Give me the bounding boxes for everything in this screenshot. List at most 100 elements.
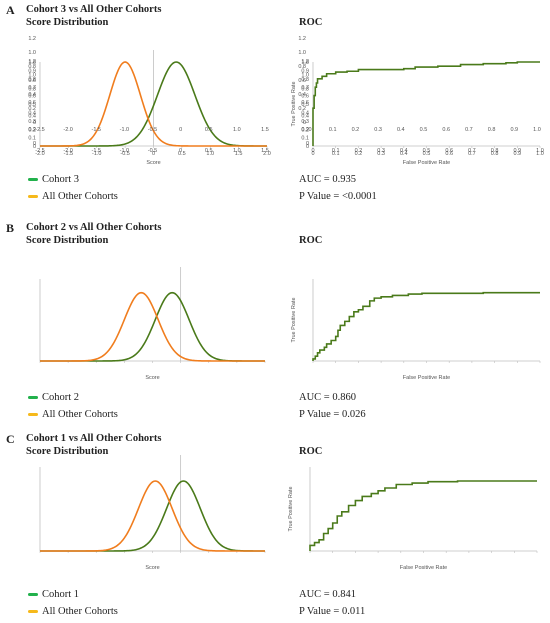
panel-a-roc-y-tick-label: 0.6 [301,94,309,100]
panel-c-dist-y-tick-label: 0.4 [28,92,36,98]
panel-c-roc-x-tick-label: 0.7 [465,127,473,133]
panel-a-auc: AUC = 0.935 [299,174,356,185]
panel-b-dist-y-tick-label: 1.0 [28,73,36,79]
panel-c-roc-x-tick-label: 0.2 [352,127,360,133]
panel-a-roc-x-tick-label: 0.1 [332,151,340,157]
panel-b-dist-axes [39,267,266,363]
panel-b-legend-other-cohorts-label: All Other Cohorts [42,409,118,420]
panel-c-roc-y-tick-label: 1.2 [298,36,306,42]
panel-c-roc-y-tick-label: 0.2 [298,106,306,112]
panel-a-dist-x-tick-label: 1.5 [235,151,243,157]
panel-b-roc-x-tick-label: 0.7 [468,148,476,154]
panel-a-roc-x-tick-label: 0.8 [491,151,499,157]
panel-a-roc-x-tick-label: 0.4 [400,151,408,157]
panel-c-roc-axes [309,467,538,553]
panel-a-roc-ylabel: True Positive Rate [291,81,297,126]
panel-a-roc-title: ROC [299,17,322,28]
panel-b-roc-axes [312,279,541,363]
panel-c-dist-x-tick-label: 0 [179,127,182,133]
panel-c-dist-axes [39,455,266,553]
panel-a-dist-y-tick-label: 0 [33,144,36,150]
panel-c-dist-y-tick-label: 0.2 [28,106,36,112]
panel-a-dist-y-tick-label: 0.8 [28,77,36,83]
panel-a-roc-curve [312,61,540,146]
panel-c-roc-x-tick-label: 0.8 [488,127,496,133]
panel-c-roc-x-tick-label: 0.9 [510,127,518,133]
panel-c: C Cohort 1 vs All Other Cohorts Score Dist… [6,432,538,617]
panel-a-dist-x-tick-label: 0.5 [178,151,186,157]
panel-c-roc-x-tick-label: 0.4 [397,127,405,133]
panel-a-dist-y-tick-label: 0.9 [28,68,36,74]
panel-b: B Cohort 2 vs All Other Cohorts Score Dist… [6,221,541,420]
panel-b-roc-y-tick-label: 0.8 [301,86,309,92]
panel-c-roc-x-tick-label: 0.6 [442,127,450,133]
panel-c-subtitle: Score Distribution [26,446,109,457]
panel-c-dist-y-tick-label: 0 [33,120,36,126]
panel-c-legend-cohort-swatch [28,593,38,596]
panel-a-roc-x-tick-label: 0.3 [377,151,385,157]
panel-b-dist-xlabel: Score [145,375,159,381]
panel-b-roc-x-tick-label: 0.2 [355,148,363,154]
panel-c-title: Cohort 1 vs All Other Cohorts [26,433,161,444]
panel-a-dist-xlabel: Score [146,160,160,166]
panel-a-legend-cohort-label: Cohort 3 [42,174,79,185]
panel-b-roc-x-tick-label: 1.0 [536,148,544,154]
panel-b-legend-cohort-label: Cohort 2 [42,392,79,403]
panel-a-dist-x-tick-label: -1.0 [92,151,101,157]
panel-a-roc-x-tick-label: 0.7 [468,151,476,157]
panel-c-dist-xlabel: Score [145,565,159,571]
panel-b-roc-y-tick-label: 1.0 [301,73,309,79]
panel-b-auc: AUC = 0.860 [299,392,356,403]
panel-a-dist-x-tick-label: -2.0 [35,151,44,157]
panel-b-legend-cohort-swatch [28,396,38,399]
panel-a-roc-x-tick-label: 0.6 [445,151,453,157]
panel-a-letter: A [6,3,15,17]
panel-b-roc-x-tick-label: 0.6 [445,148,453,154]
panel-c-dist-x-tick-label: -2.0 [63,127,72,133]
panel-b-roc-ylabel: True Positive Rate [291,297,297,342]
panel-c-roc-xlabel: False Positive Rate [400,565,447,571]
panel-b-roc-x-tick-label: 0.9 [513,148,521,154]
panel-b-roc-y-tick-label: 1.2 [301,59,309,65]
panel-a-dist-y-tick-label: 0.5 [28,102,36,108]
panel-a-roc-y-tick-label: 0.5 [301,102,309,108]
panel-c-roc-y-tick-label: 1.0 [298,50,306,56]
panel-b-roc-y-tick-label: 0.4 [301,114,309,120]
panel-b-title: Cohort 2 vs All Other Cohorts [26,222,161,233]
panel-b-roc-y-tick-label: 0 [306,141,309,147]
panel-a-roc-xlabel: False Positive Rate [403,160,450,166]
panel-a-roc-y-tick-label: 0.9 [301,68,309,74]
panel-c-roc-ylabel: True Positive Rate [288,486,294,531]
panel-a-dist-y-tick-label: 0.2 [28,127,36,133]
panel-a-legend-cohort-swatch [28,178,38,181]
panel-c-roc-x-tick-label: 0.3 [374,127,382,133]
panel-c-legend-other-cohorts-swatch [28,610,38,613]
panel-a-title: Cohort 3 vs All Other Cohorts [26,4,161,15]
panel-c-dist-y-tick-label: 1.0 [28,50,36,56]
panel-b-dist-x-tick-label: -1.0 [120,148,129,154]
panel-c-cohort-curve [40,480,265,552]
panel-c-dist-x-tick-label: 1.5 [261,127,269,133]
panel-b-dist-y-tick-label: 0.8 [28,86,36,92]
panel-c-roc-y-tick-label: 0 [303,120,306,126]
panel-c-dist-x-tick-label: 1.0 [233,127,241,133]
panel-b-dist-y-tick-label: 1.2 [28,59,36,65]
panel-c-dist-x-tick-label: -2.5 [35,127,44,133]
panel-b-roc-curve [312,291,540,361]
panel-a-roc-y-tick-label: 0.4 [301,110,309,116]
panel-c-legend-other-cohorts-label: All Other Cohorts [42,606,118,617]
panel-a-roc-x-tick-label: 0.9 [513,151,521,157]
panel-b-cohort-curve [40,291,265,362]
panel-c-auc: AUC = 0.841 [299,589,356,600]
panel-a-roc-y-tick-label: 0.3 [301,119,309,125]
panel-a-roc-y-tick-label: 0.7 [301,85,309,91]
panel-a-roc-x-tick-label: 0 [311,151,314,157]
panel-c-roc-y-tick-label: 0.8 [298,64,306,70]
panel-a-roc-axes [312,61,541,148]
panel-a-p-value: P Value = <0.0001 [299,191,377,202]
panel-b-roc-x-tick-label: 0.4 [400,148,408,154]
panel-c-dist-y-tick-label: 0.6 [28,78,36,84]
panel-b-p-value: P Value = 0.026 [299,409,366,420]
panel-b-roc-x-tick-label: 0.5 [423,148,431,154]
panel-a-dist-y-tick-label: 0.4 [28,110,36,116]
